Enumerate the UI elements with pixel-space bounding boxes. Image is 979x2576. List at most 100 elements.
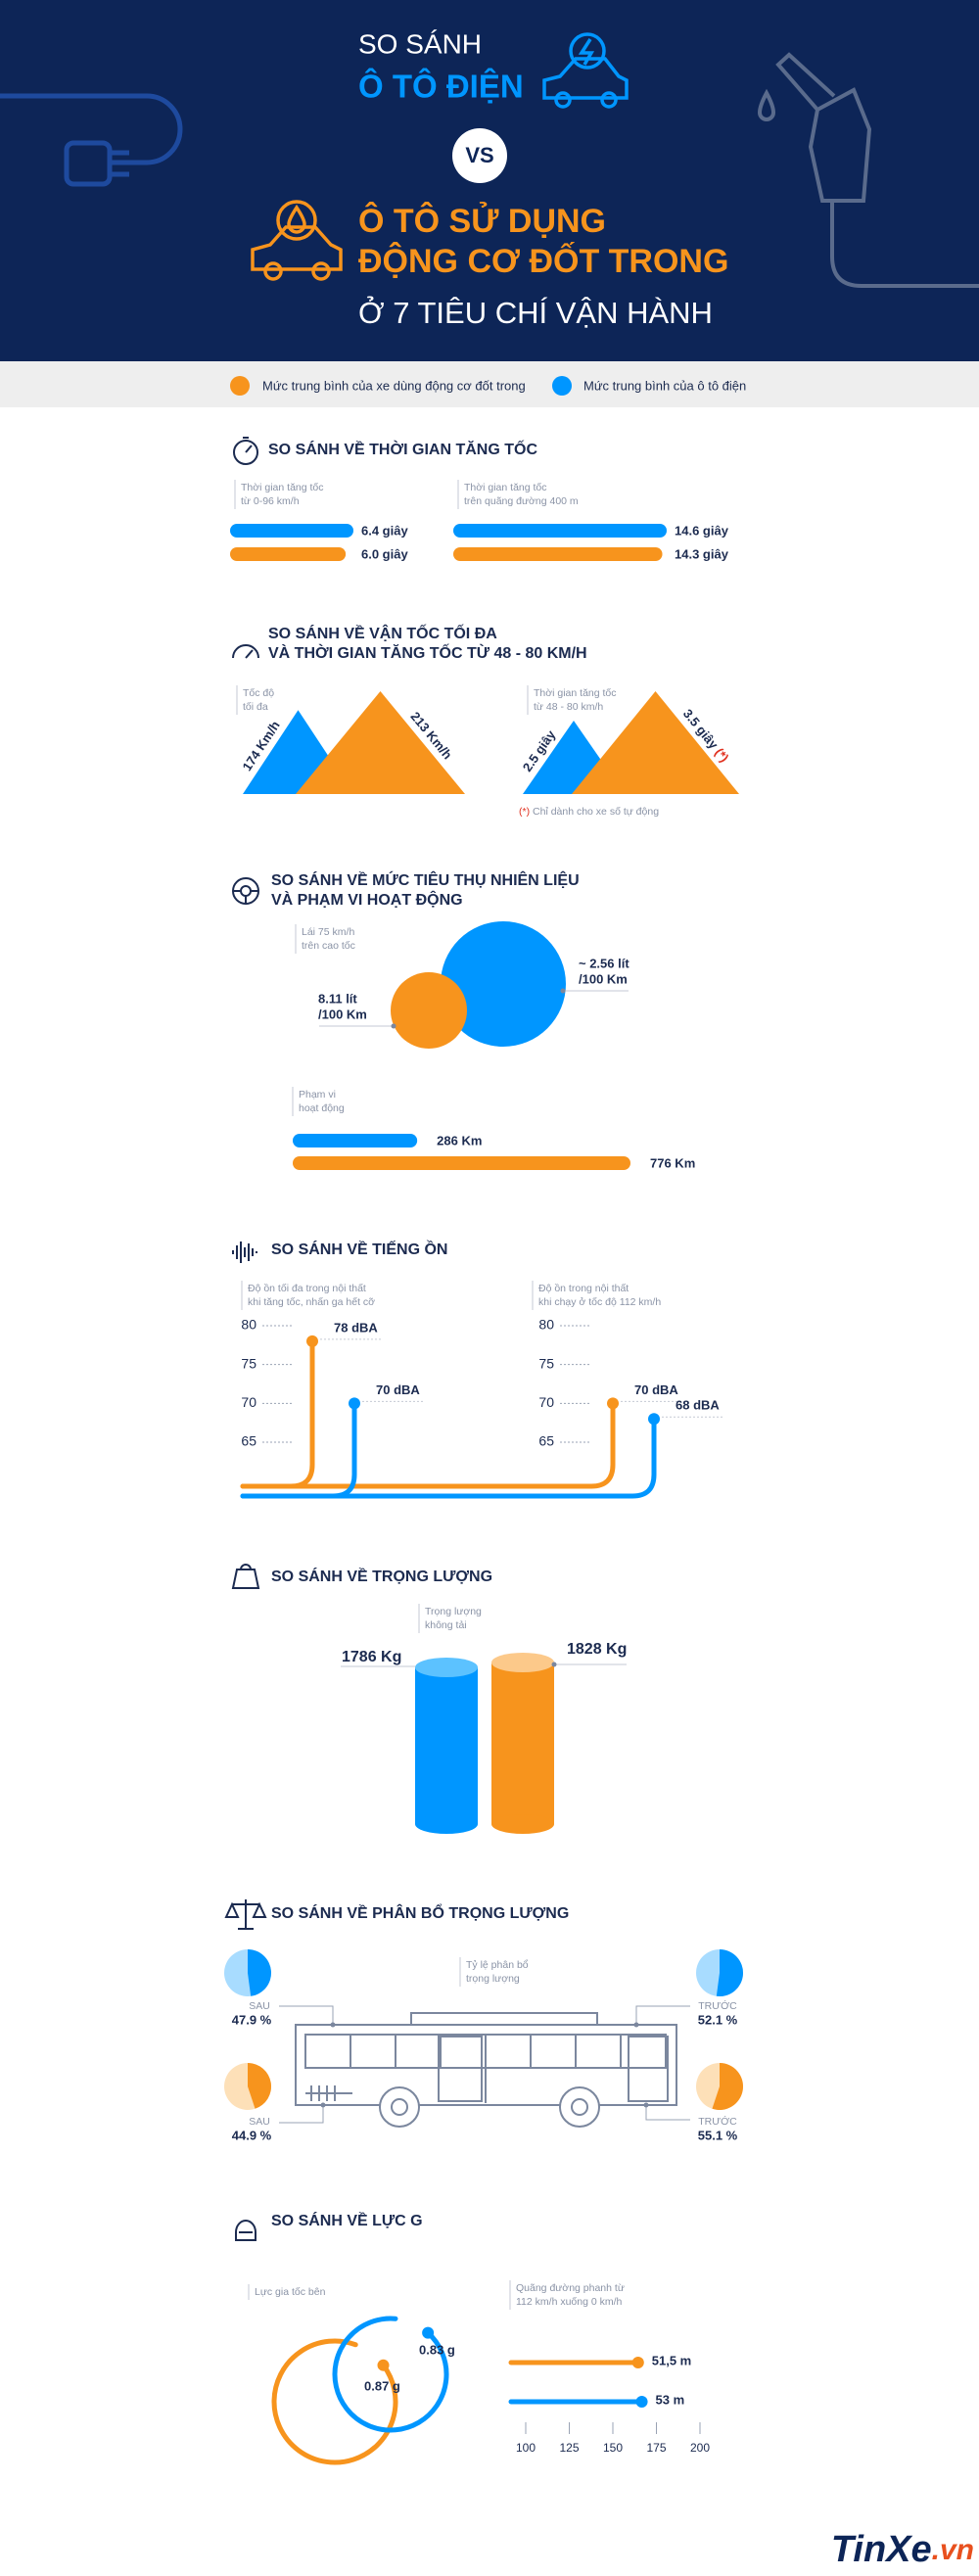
logo-brand: TinXe: [831, 2529, 932, 2570]
caption: Lực gia tốc bên: [255, 2286, 326, 2298]
pie-name: TRƯỚC: [698, 1999, 737, 2012]
legend-label: Mức trung bình của ô tô điện: [583, 378, 746, 393]
caption: không tải: [425, 1619, 467, 1631]
tick-label: 70: [241, 1394, 256, 1410]
caption: trên cao tốc: [302, 940, 355, 952]
scale-icon: [224, 1899, 267, 1930]
footnote-mark: (*): [519, 806, 530, 818]
bar-label: 776 Km: [650, 1155, 695, 1170]
section-title: VÀ PHẠM VI HOẠT ĐỘNG: [271, 890, 463, 909]
electric-car-icon: [542, 32, 629, 109]
section-title: SO SÁNH VỀ TRỌNG LƯỢNG: [271, 1567, 492, 1585]
header-electric: Ô TÔ ĐIỆN: [358, 68, 524, 105]
caption: khi tăng tốc, nhấn ga hết cỡ: [248, 1296, 375, 1308]
axis-tick-label: 100: [516, 2441, 536, 2455]
caption: Thời gian tăng tốc: [534, 687, 617, 699]
header-subtitle: Ở 7 TIÊU CHÍ VẬN HÀNH: [358, 295, 713, 330]
leader: [279, 2105, 324, 2124]
caption: 112 km/h xuống 0 km/h: [516, 2296, 623, 2308]
bus-drawing: [295, 2012, 677, 2128]
bar: [230, 547, 347, 561]
pie-label: 47.9 %: [232, 2012, 272, 2027]
legend-dot: [230, 376, 250, 396]
axis-tick-label: 200: [690, 2441, 710, 2455]
caption: Thời gian tăng tốc: [241, 482, 324, 493]
axis-tick-label: 150: [603, 2441, 623, 2455]
caption: Độ ồn tối đa trong nội thất: [248, 1283, 366, 1294]
tick-label: 65: [241, 1433, 256, 1449]
brake-label: 53 m: [656, 2392, 685, 2407]
weight-icon: [231, 1564, 260, 1589]
noise-line: [240, 1416, 657, 1499]
g-dot: [377, 2359, 390, 2371]
header-combustion: ĐỘNG CƠ ĐỐT TRONG: [358, 242, 728, 280]
nozzle-icon: [757, 52, 979, 288]
leader-dot: [643, 2102, 649, 2108]
header-title: SO SÁNH: [358, 28, 482, 59]
cylinder-top: [491, 1653, 554, 1672]
leader: [279, 2005, 334, 2025]
g-arc: [332, 2316, 449, 2433]
consumption-label: /100 Km: [318, 1007, 367, 1021]
section-title: SO SÁNH VỀ MỨC TIÊU THỤ NHIÊN LIỆU: [271, 870, 580, 889]
bar: [453, 524, 667, 538]
bar: [230, 524, 353, 538]
consumption-label: 8.11 lít: [318, 991, 357, 1006]
cylinder-base: [415, 1814, 478, 1834]
tick-label: 65: [538, 1433, 554, 1449]
noise-dot: [349, 1397, 360, 1410]
leader: [645, 2105, 690, 2121]
sound-icon: [232, 1241, 257, 1263]
legend-label: Mức trung bình của xe dùng động cơ đốt t…: [262, 378, 526, 393]
pie-slice: [248, 2063, 272, 2109]
brake-dot: [635, 2396, 648, 2408]
stopwatch-icon: [233, 437, 258, 465]
caption: Độ ồn trong nội thất: [538, 1283, 629, 1294]
pie-slice: [716, 1949, 743, 1996]
pie-slice: [248, 1949, 272, 1996]
noise-label: 78 dBA: [334, 1320, 378, 1335]
tick-label: 70: [538, 1394, 554, 1410]
noise-dot: [306, 1335, 318, 1347]
pie-label: 55.1 %: [698, 2128, 738, 2142]
cylinder-body: [491, 1663, 554, 1824]
brake-label: 51,5 m: [652, 2353, 691, 2367]
leader-dot: [330, 2022, 336, 2028]
bar: [293, 1134, 418, 1147]
leader-dot: [633, 2022, 639, 2028]
noise-dot: [607, 1397, 619, 1410]
consumption-circle: [441, 921, 566, 1047]
weight-label: 1786 Kg: [342, 1649, 401, 1665]
section-title: VÀ THỜI GIAN TĂNG TỐC TỪ 48 - 80 KM/H: [268, 642, 587, 662]
bar-label: 6.0 giây: [361, 546, 408, 561]
leader-dot: [320, 2102, 326, 2108]
weight-label: 1828 Kg: [567, 1641, 627, 1658]
combustion-car-icon: [251, 200, 343, 281]
noise-line: [240, 1400, 616, 1489]
tick-label: 75: [241, 1355, 256, 1371]
legend-dot: [552, 376, 572, 396]
caption: khi chạy ở tốc độ 112 km/h: [538, 1296, 661, 1308]
caption: Tốc độ: [243, 687, 274, 699]
cylinder-body: [415, 1667, 478, 1824]
consumption-label: ~ 2.56 lít: [579, 956, 629, 970]
legend-band: [0, 361, 979, 407]
helmet-icon: [235, 2220, 256, 2241]
gauge-icon: [232, 644, 259, 659]
driver-icon: [232, 877, 259, 905]
noise-label: 70 dBA: [634, 1382, 678, 1397]
pie-name: SAU: [249, 2000, 270, 2012]
bar-label: 6.4 giây: [361, 523, 408, 538]
g-arc: [271, 2338, 398, 2465]
footnote-text: Chỉ dành cho xe số tự động: [533, 806, 659, 818]
consumption-label: /100 Km: [579, 971, 628, 986]
g-label: 0.87 g: [364, 2378, 400, 2393]
caption: Phạm vi: [299, 1089, 336, 1101]
section-title: SO SÁNH VỀ THỜI GIAN TĂNG TỐC: [268, 439, 537, 458]
section-title: SO SÁNH VỀ PHÂN BỔ TRỌNG LƯỢNG: [271, 1903, 569, 1922]
caption: trọng lượng: [466, 1973, 520, 1985]
caption: Tỷ lệ phân bổ: [466, 1959, 529, 1971]
vs-text: VS: [465, 143, 493, 167]
